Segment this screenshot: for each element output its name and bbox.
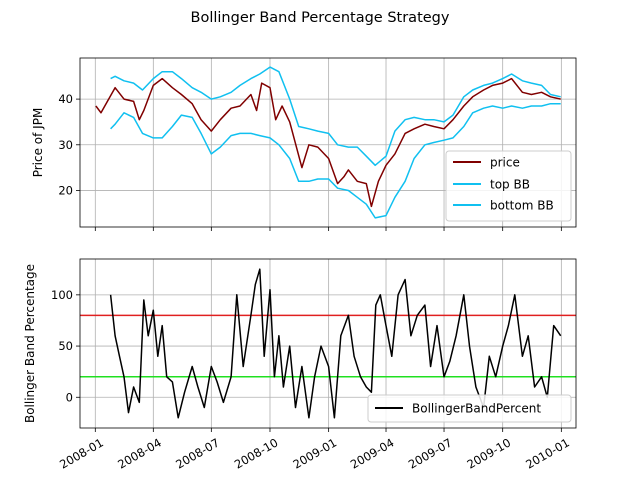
y-tick-label: 100 [51, 288, 73, 302]
price-chart-frame [79, 57, 577, 228]
legend-label-bottom-bb: bottom BB [490, 199, 554, 213]
price-chart-ylabel: Price of JPM [31, 108, 45, 178]
y-tick-label: 50 [58, 339, 73, 353]
y-tick-label: 40 [58, 92, 73, 106]
series-line-top-bb [110, 66, 561, 167]
legend-label-top-bb: top BB [490, 178, 530, 192]
y-tick-label: 0 [66, 390, 73, 404]
bbp-chart-threshold-lines [80, 314, 576, 378]
legend-label-bollinger-band-percent: BollingerBandPercent [412, 402, 541, 416]
price-chart-series [95, 66, 561, 219]
y-tick-label: 30 [58, 138, 73, 152]
price-chart-y-ticks: 20 30 40 [58, 92, 80, 197]
bbp-chart-grid [80, 259, 576, 428]
bbp-chart-series [109, 268, 562, 419]
price-chart-legend-box [445, 150, 572, 222]
series-line-bottom-bb [110, 102, 561, 219]
bbp-chart-legend-box [367, 394, 572, 423]
bbp-chart-ylabel: Bollinger Band Percentage [23, 264, 37, 423]
legend-label-price: price [490, 156, 520, 170]
series-line-price [95, 77, 561, 208]
price-chart-legend: price top BB bottom BB [445, 150, 572, 222]
bbp-chart-frame [79, 258, 577, 429]
bbp-chart-y-ticks: 0 50 100 [51, 288, 80, 404]
y-tick-label: 20 [58, 183, 73, 197]
price-chart: 20 30 40 Price of JPM price top BB bottom … [31, 57, 577, 231]
price-chart-x-ticks [94, 227, 562, 231]
figure-title: Bollinger Band Percentage Strategy [191, 10, 450, 26]
bbp-chart-legend: BollingerBandPercent [367, 394, 572, 423]
series-line-bollingerbandpercent [109, 268, 562, 419]
